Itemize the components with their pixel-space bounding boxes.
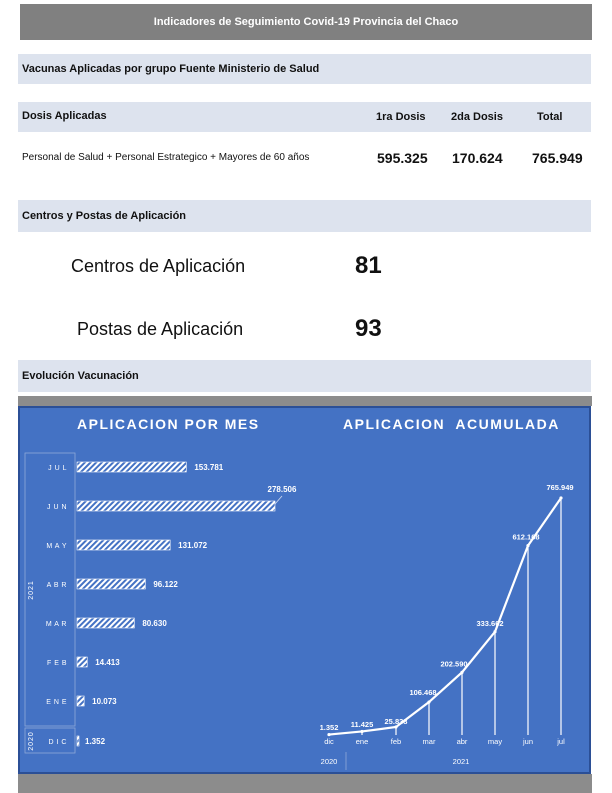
point-feb	[394, 725, 398, 729]
section-vacunas-header: Vacunas Aplicadas por grupo Fuente Minis…	[18, 54, 591, 84]
bar-ene	[76, 695, 85, 707]
line-category-label: mar	[423, 737, 436, 746]
line-year-label: 2021	[453, 757, 470, 766]
dosis-primera-value: 595.325	[377, 150, 428, 166]
line-category-label: ene	[356, 737, 369, 746]
dosis-table-header	[18, 102, 591, 132]
bar-dic	[76, 735, 80, 747]
point-jul	[559, 496, 563, 500]
line-category-label: jul	[556, 737, 565, 746]
dosis-col-segunda: 2da Dosis	[451, 111, 503, 123]
dosis-col-primera: 1ra Dosis	[376, 111, 426, 123]
line-category-label: may	[488, 737, 502, 746]
bar-value-label: 153.781	[194, 463, 223, 472]
postas-value: 93	[355, 315, 382, 342]
bar-category-label: A B R	[47, 582, 67, 589]
bar-year-label: 2020	[28, 731, 35, 751]
bar-jun	[76, 500, 276, 512]
bar-may	[76, 539, 171, 551]
cumulative-line	[328, 497, 562, 736]
bar-value-label: 10.073	[92, 697, 117, 706]
year-group-frame	[24, 452, 76, 727]
line-chart-title: APLICACION ACUMULADA	[343, 416, 560, 432]
section-centros-header: Centros y Postas de Aplicación	[18, 200, 591, 232]
bar-value-label: 96.122	[153, 580, 178, 589]
year-group-frame	[24, 727, 76, 754]
line-value-label: 765.949	[546, 483, 573, 492]
bar-jul	[76, 461, 187, 473]
dosis-title: Dosis Aplicadas	[22, 110, 107, 122]
point-may	[493, 630, 497, 634]
point-dic	[327, 732, 331, 737]
bar-leader-line	[274, 495, 283, 505]
bar-category-label: J U L	[48, 465, 67, 472]
bar-category-label: E N E	[46, 699, 67, 706]
point-abr	[460, 670, 464, 674]
chart-bottom-strip	[18, 774, 592, 793]
bar-mar	[76, 617, 135, 629]
line-value-label: 333.662	[476, 619, 503, 628]
point-ene	[360, 729, 364, 734]
line-value-label: 11.425	[351, 720, 374, 729]
bar-value-label: 80.630	[142, 619, 167, 628]
page-header: Indicadores de Seguimiento Covid-19 Prov…	[20, 4, 592, 40]
line-value-label: 202.590	[440, 659, 467, 668]
page-title: Indicadores de Seguimiento Covid-19 Prov…	[153, 16, 459, 28]
centros-label: Centros de Aplicación	[71, 256, 246, 276]
section-vacunas-title: Vacunas Aplicadas por grupo Fuente Minis…	[22, 63, 320, 75]
point-jun	[526, 543, 530, 548]
chart-top-strip	[18, 396, 592, 406]
line-category-label: dic	[324, 737, 334, 746]
bar-value-label: 14.413	[95, 658, 120, 667]
point-mar	[427, 700, 431, 704]
line-category-label: feb	[391, 737, 401, 746]
bar-category-label: F E B	[47, 660, 67, 667]
bar-abr	[76, 578, 146, 590]
dosis-col-total: Total	[537, 111, 563, 123]
bar-category-label: M A R	[46, 621, 67, 628]
line-value-label: 612.168	[512, 533, 539, 542]
bar-category-label: M A Y	[46, 543, 67, 550]
bar-feb	[76, 656, 88, 668]
bar-category-label: J U N	[47, 504, 67, 511]
dosis-row-label: Personal de Salud + Personal Estrategico…	[22, 152, 310, 163]
bar-value-label: 278.506	[268, 485, 297, 494]
dosis-segunda-value: 170.624	[452, 150, 503, 166]
dosis-total-value: 765.949	[532, 150, 583, 166]
line-value-label: 106.468	[409, 688, 436, 697]
bar-year-label: 2021	[28, 580, 35, 600]
line-value-label: 1.352	[320, 723, 339, 732]
line-category-label: abr	[457, 737, 468, 746]
postas-label: Postas de Aplicación	[77, 319, 244, 339]
bar-chart-title: APLICACION POR MES	[77, 416, 260, 432]
bar-category-label: D I C	[49, 739, 67, 746]
centros-value: 81	[355, 252, 382, 279]
line-category-label: jun	[522, 737, 533, 746]
section-centros-title: Centros y Postas de Aplicación	[22, 210, 187, 222]
bar-value-label: 1.352	[85, 737, 106, 746]
section-evolucion-header: Evolución Vacunación	[18, 360, 591, 392]
bar-value-label: 131.072	[178, 541, 207, 550]
line-year-label: 2020	[321, 757, 338, 766]
section-evolucion-title: Evolución Vacunación	[22, 370, 139, 382]
line-value-label: 25.838	[385, 717, 408, 726]
